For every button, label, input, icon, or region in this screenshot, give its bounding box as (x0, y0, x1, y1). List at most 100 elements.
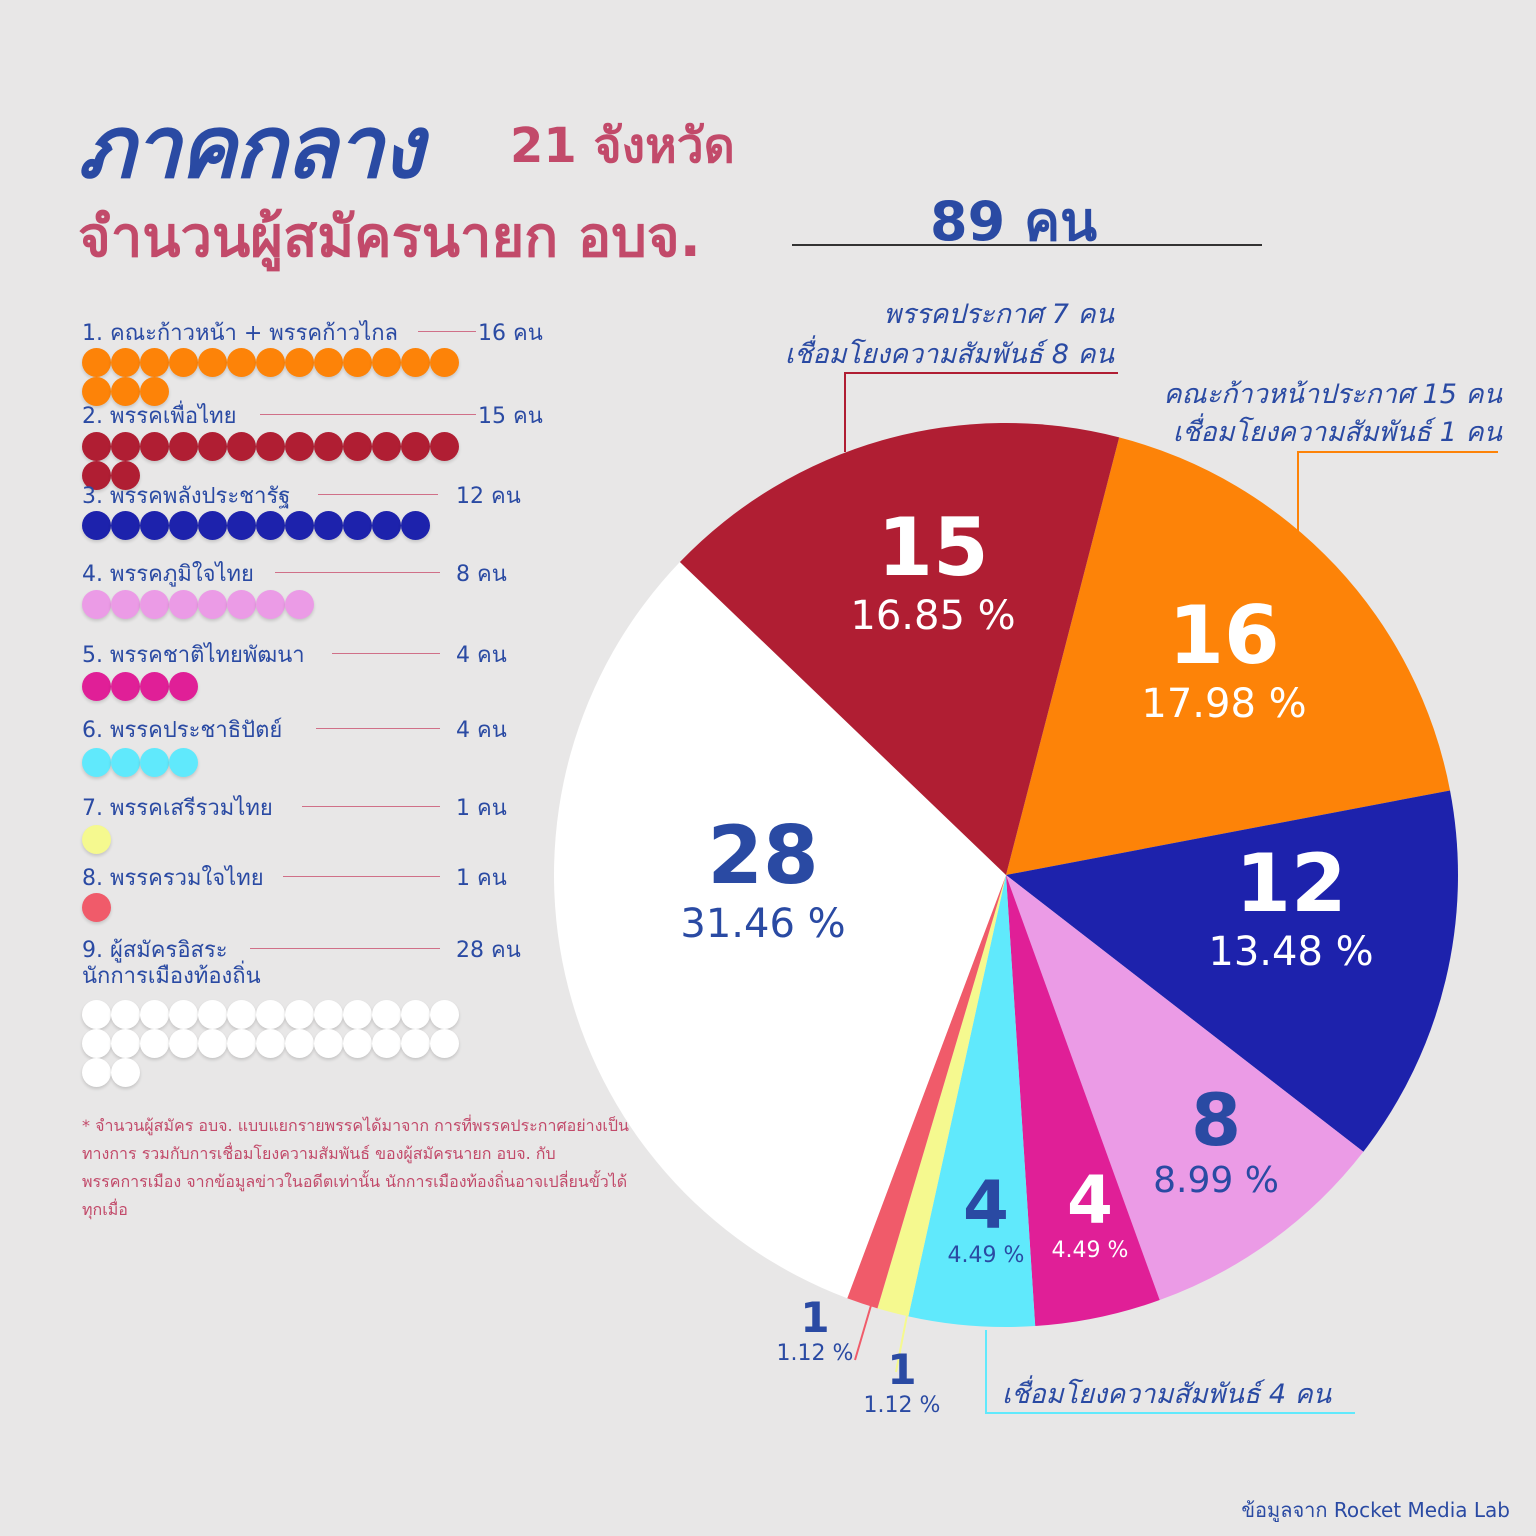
legend-dot (169, 432, 198, 461)
legend-leader-line (302, 806, 440, 807)
legend-dot (82, 348, 111, 377)
pie-slice (553, 562, 1006, 1299)
slice-value-label: 8 (1190, 1078, 1242, 1163)
annotation-leader-line (854, 1301, 873, 1361)
legend-dot (227, 432, 256, 461)
legend-dots (82, 432, 462, 490)
slice-value-label: 1 (800, 1292, 830, 1342)
legend-dot (111, 1000, 140, 1029)
legend-dot (256, 1029, 285, 1058)
legend-dot (82, 748, 111, 777)
legend-dot (111, 1029, 140, 1058)
legend-dot (198, 590, 227, 619)
legend-dot (140, 1000, 169, 1029)
legend-label: 7. พรรคเสรีรวมไทย (82, 796, 273, 821)
page-subtitle: จำนวนผู้สมัครนายก อบจ. (78, 205, 701, 270)
slice-value-label: 16 (1168, 589, 1280, 683)
legend-dot (169, 511, 198, 540)
legend-count: 15 คน (478, 404, 543, 429)
legend-dots (82, 1000, 462, 1087)
legend-count: 12 คน (456, 484, 521, 509)
legend-dot (82, 590, 111, 619)
legend-dot (256, 348, 285, 377)
pie-slice (877, 875, 1006, 1317)
legend-dot (82, 511, 111, 540)
legend-dot (82, 377, 111, 406)
legend-dot (169, 748, 198, 777)
annotation-pheu-thai-line2: เชื่อมโยงความสัมพันธ์ 8 คน (784, 339, 1114, 370)
legend-dot (285, 1000, 314, 1029)
legend-dot (256, 511, 285, 540)
legend-dot (430, 1000, 459, 1029)
legend-label: 3. พรรคพลังประชารัฐ (82, 484, 291, 509)
legend-dot (111, 511, 140, 540)
pie-slice (908, 875, 1036, 1328)
pie-slice (1006, 790, 1458, 1152)
legend-dot (140, 511, 169, 540)
legend-dot (82, 893, 111, 922)
legend-dot (343, 348, 372, 377)
slice-value-label: 1 (887, 1344, 917, 1394)
legend-dot (169, 590, 198, 619)
annotation-leader-line (895, 1309, 909, 1373)
legend-dots (82, 672, 462, 701)
legend-dot (401, 432, 430, 461)
slice-percent-label: 13.48 % (1208, 928, 1374, 975)
legend-dot (82, 672, 111, 701)
slice-value-label: 4 (1067, 1162, 1113, 1240)
legend-dot (111, 748, 140, 777)
legend-dot (111, 1058, 140, 1087)
legend-dot (198, 1029, 227, 1058)
legend-dot (372, 511, 401, 540)
page-title: ภาคกลาง (78, 98, 424, 198)
pie-slice (1006, 875, 1160, 1327)
legend-dot (82, 1029, 111, 1058)
legend-dot (343, 1000, 372, 1029)
legend-dot (82, 461, 111, 490)
slice-value-label: 12 (1235, 837, 1347, 931)
slice-percent-label: 31.46 % (680, 900, 846, 947)
legend-leader-line (318, 494, 438, 495)
slice-percent-label: 4.49 % (1051, 1237, 1129, 1263)
footnote: * จำนวนผู้สมัคร อบจ. แบบแยกรายพรรคได้มาจ… (82, 1116, 629, 1219)
legend-dot (82, 825, 111, 854)
legend-dot (256, 432, 285, 461)
legend-dot (401, 1000, 430, 1029)
legend-dot (82, 1058, 111, 1087)
legend-dot (372, 348, 401, 377)
legend-dot (314, 1000, 343, 1029)
legend-count: 28 คน (456, 938, 521, 963)
legend-dot (401, 348, 430, 377)
legend-count: 16 คน (478, 321, 543, 346)
legend-dot (140, 748, 169, 777)
legend-dot (285, 432, 314, 461)
legend-count: 4 คน (456, 643, 507, 668)
legend-dot (169, 672, 198, 701)
legend-dot (430, 432, 459, 461)
slice-value-label: 28 (707, 809, 819, 903)
slice-percent-label: 8.99 % (1153, 1160, 1279, 1202)
legend-dot (140, 348, 169, 377)
legend-dots (82, 348, 462, 406)
pie-slice (1006, 875, 1364, 1301)
annotation-pheu-thai-line1: พรรคประกาศ 7 คน (883, 299, 1114, 330)
legend-dot (314, 1029, 343, 1058)
legend-dot (111, 377, 140, 406)
legend-dot (140, 377, 169, 406)
pie-slice (1006, 437, 1451, 875)
pie-slice (847, 875, 1006, 1309)
legend-dot (140, 672, 169, 701)
legend-dot (372, 432, 401, 461)
legend-dot (140, 432, 169, 461)
legend-leader-line (332, 653, 440, 654)
source-credit: ข้อมูลจาก Rocket Media Lab (1241, 1498, 1510, 1522)
slice-percent-label: 1.12 % (776, 1340, 854, 1366)
legend-dot (169, 1029, 198, 1058)
legend-label: 6. พรรคประชาธิปัตย์ (82, 718, 283, 743)
legend-count: 4 คน (456, 718, 507, 743)
legend-dot (111, 348, 140, 377)
total-underline (792, 244, 1262, 246)
legend-dot (430, 348, 459, 377)
legend-dot (111, 672, 140, 701)
